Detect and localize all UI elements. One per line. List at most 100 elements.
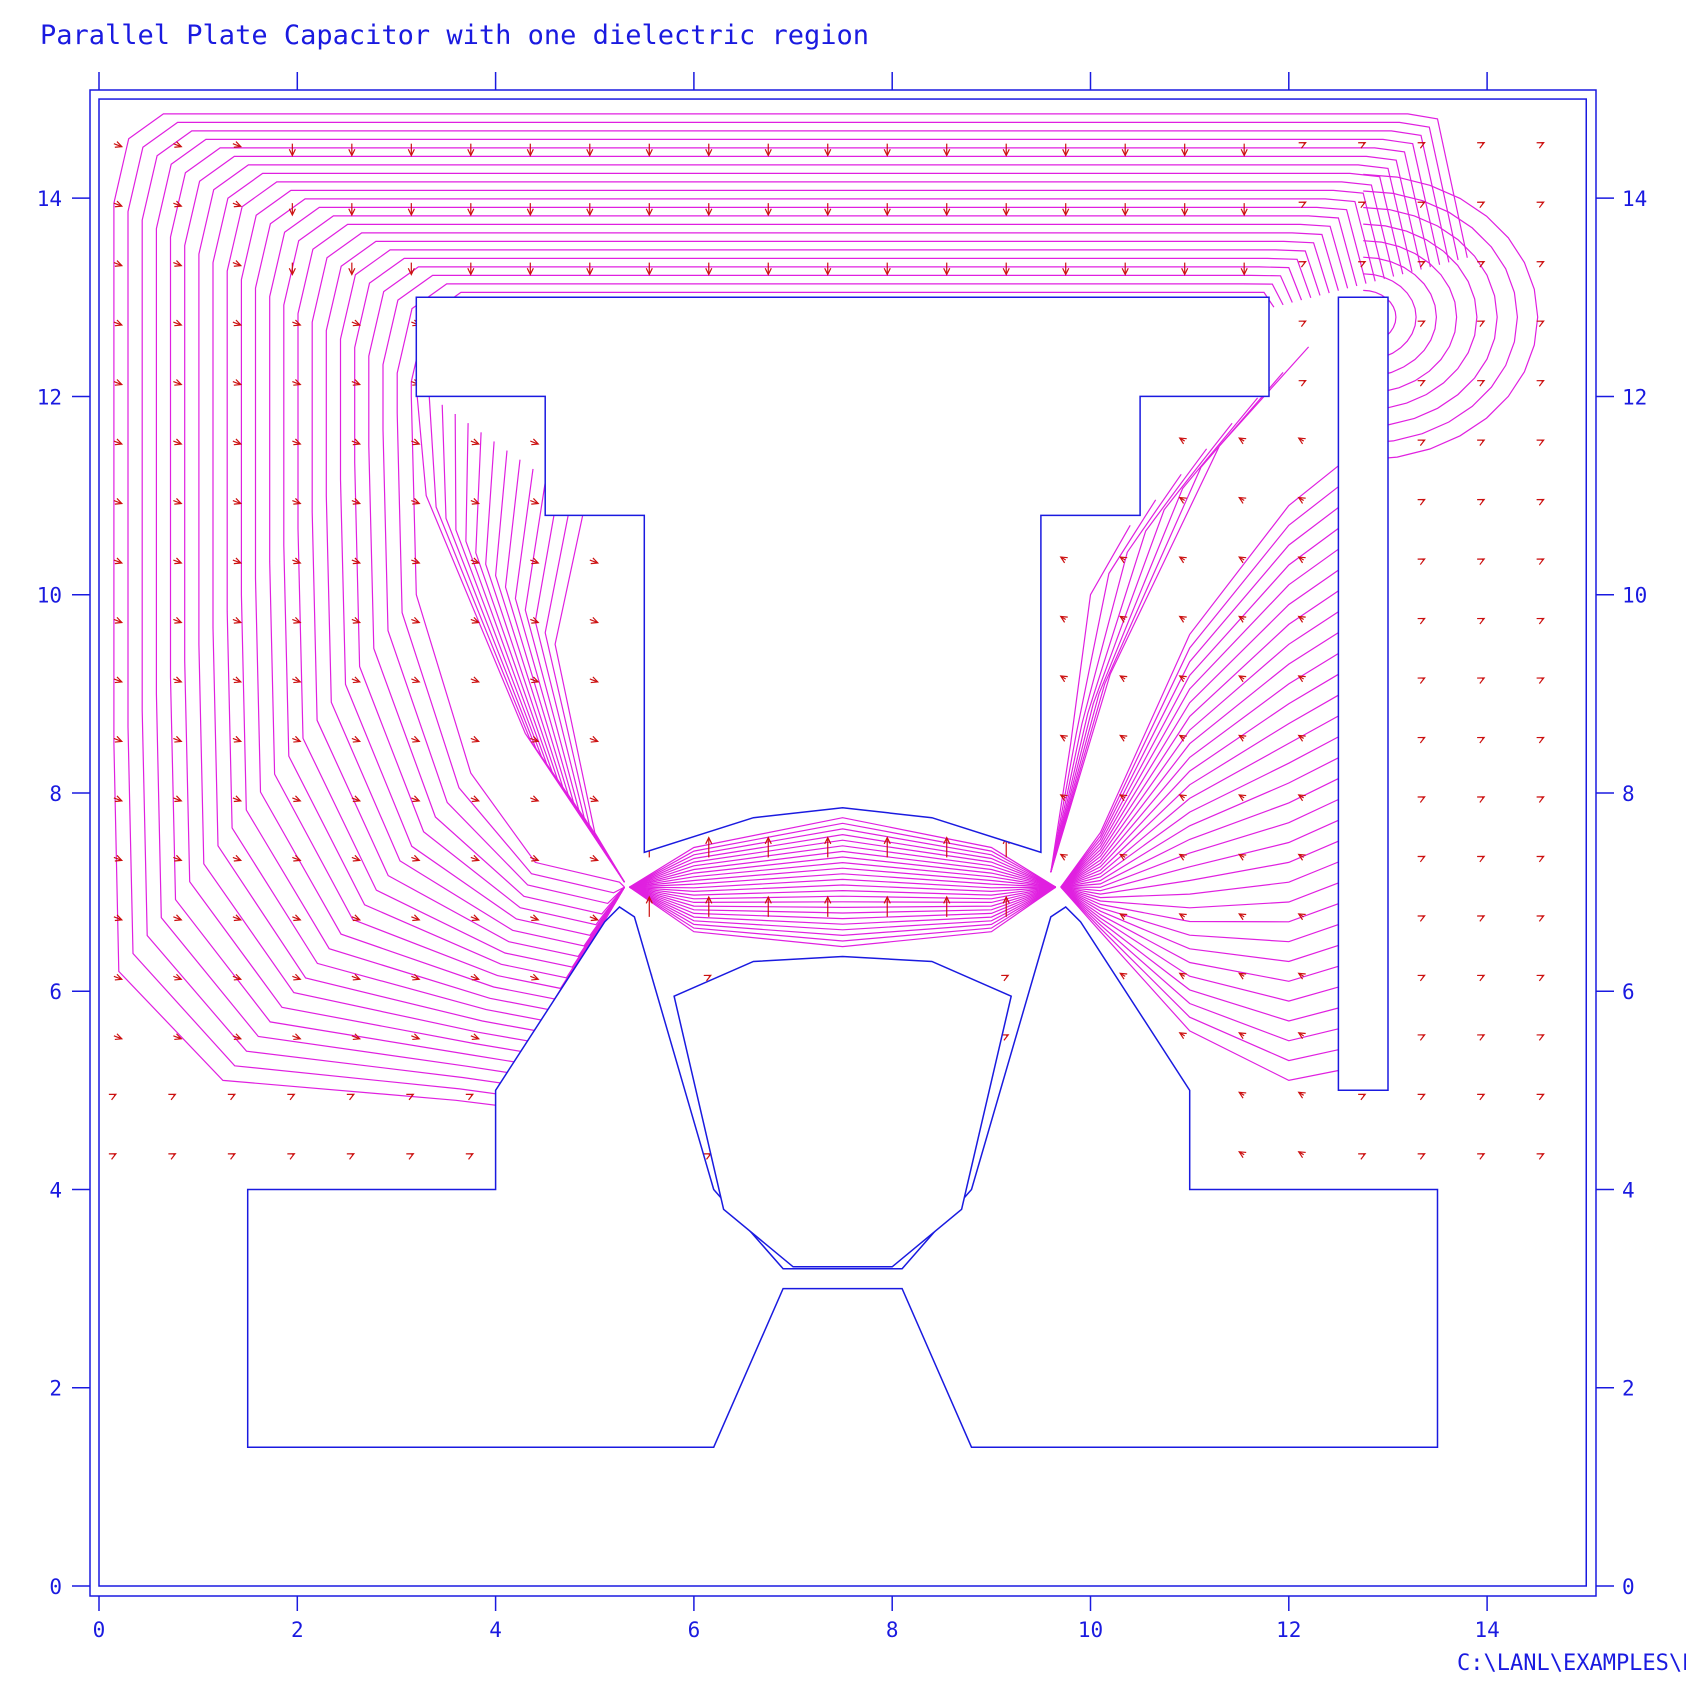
field-arrow-head <box>352 557 362 565</box>
field-arrow-head <box>1002 267 1010 276</box>
field-arrow-head <box>531 557 540 565</box>
field-arrow-head <box>645 895 653 904</box>
field-arrow <box>351 618 360 624</box>
field-arrow-head <box>352 795 362 803</box>
field-arrow-head <box>824 836 832 845</box>
field-arrow-head <box>1238 496 1247 504</box>
field-line <box>629 867 1056 888</box>
field-arrow <box>411 678 420 683</box>
field-arrow-head <box>1536 617 1545 625</box>
field-arrow <box>173 440 182 445</box>
field-arrow-head <box>114 676 124 684</box>
field-arrow-head <box>352 438 362 446</box>
field-arrow <box>113 916 123 921</box>
field-arrow <box>173 499 182 505</box>
y-tick-label-right: 4 <box>1622 1178 1635 1202</box>
field-arrow-head <box>1417 439 1426 446</box>
field-arrow <box>530 797 539 802</box>
field-arrow-head <box>293 854 302 862</box>
field-arrow-head <box>645 148 653 157</box>
field-arrow-head <box>1178 437 1187 445</box>
field-arrow-head <box>705 895 713 904</box>
field-arrow-head <box>1536 439 1545 446</box>
field-arrow <box>113 559 123 564</box>
field-arrow-head <box>114 795 124 803</box>
field-line <box>1060 652 1339 888</box>
field-arrow-head <box>943 267 951 276</box>
dielectric-region <box>673 955 1013 1268</box>
y-tick-label-right: 0 <box>1622 1575 1635 1599</box>
field-line <box>254 198 1376 1000</box>
field-arrow-head <box>1477 558 1486 565</box>
field-arrow-head <box>1297 913 1306 921</box>
field-line <box>629 845 1056 888</box>
field-arrow-head <box>1240 148 1248 157</box>
field-line <box>1363 190 1519 444</box>
field-arrow-head <box>174 616 183 624</box>
field-arrow-head <box>645 267 653 276</box>
field-arrow-head <box>1178 496 1187 504</box>
field-arrow-head <box>108 1153 118 1160</box>
field-line <box>113 113 1468 1106</box>
field-line <box>1050 525 1131 873</box>
field-arrow-head <box>412 795 421 803</box>
field-arrow <box>292 381 301 386</box>
field-arrow-head <box>1119 556 1128 564</box>
field-line <box>1060 736 1339 888</box>
field-line <box>629 884 1056 893</box>
field-arrow <box>292 975 301 980</box>
field-arrow-head <box>1477 142 1486 149</box>
field-line <box>1363 240 1458 395</box>
x-tick-label: 2 <box>291 1618 304 1642</box>
field-arrow <box>173 1035 182 1040</box>
field-line <box>368 266 1303 915</box>
field-arrow <box>173 202 182 207</box>
y-tick-label-left: 0 <box>49 1575 62 1599</box>
field-arrow-head <box>348 148 356 157</box>
field-arrow <box>113 381 123 386</box>
upper-electrode <box>415 296 1270 854</box>
field-arrow-head <box>168 1093 177 1101</box>
field-arrow-head <box>1121 267 1129 276</box>
field-arrow-head <box>1298 201 1307 209</box>
field-arrow-head <box>471 973 481 981</box>
field-line <box>629 822 1057 888</box>
y-tick-label-left: 8 <box>49 782 62 806</box>
field-arrow-head <box>1297 972 1306 980</box>
field-arrow-head <box>1536 558 1545 565</box>
field-arrow-head <box>174 438 183 446</box>
field-line <box>1060 548 1339 888</box>
field-line <box>141 130 1450 1085</box>
field-arrow-head <box>293 1033 302 1041</box>
x-tick-label: 12 <box>1276 1618 1301 1642</box>
field-line <box>629 886 1056 896</box>
field-arrow-head <box>1178 734 1187 742</box>
field-arrow-head <box>1121 208 1129 217</box>
field-line <box>1060 886 1339 963</box>
field-arrow <box>173 797 182 802</box>
field-arrow-head <box>1358 1093 1367 1101</box>
plot-frame <box>89 89 1597 1597</box>
field-arrow-head <box>764 836 772 845</box>
outer-frame <box>89 89 1597 1597</box>
field-line <box>629 817 1057 888</box>
field-arrow-head <box>471 914 481 922</box>
field-arrow-head <box>114 260 124 267</box>
field-arrow <box>232 559 241 564</box>
field-line <box>415 386 625 883</box>
field-arrow <box>113 440 123 445</box>
field-arrow-head <box>471 735 481 743</box>
y-tick-label-left: 14 <box>37 187 62 211</box>
field-line <box>382 274 1293 905</box>
field-arrow-head <box>114 854 124 862</box>
field-arrow-head <box>114 438 124 446</box>
field-arrow-head <box>293 914 302 922</box>
field-arrow <box>530 440 539 445</box>
field-arrow-head <box>705 267 713 276</box>
field-arrow <box>589 856 598 861</box>
field-arrow-head <box>1059 853 1068 861</box>
field-arrow-head <box>1536 201 1545 209</box>
field-arrow-head <box>1358 1153 1367 1160</box>
field-arrow-head <box>1417 974 1426 982</box>
field-arrow <box>530 737 539 742</box>
